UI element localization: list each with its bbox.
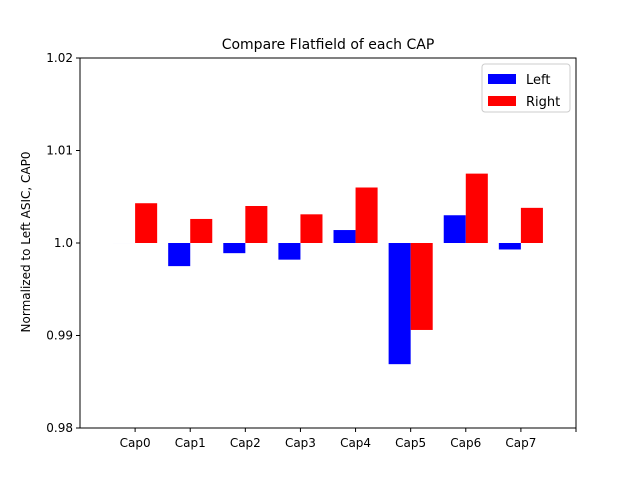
x-tick-label: Cap5 [395, 436, 426, 450]
x-tick-label: Cap7 [505, 436, 536, 450]
y-tick-label: 0.98 [46, 421, 73, 435]
bar-right-cap4 [356, 188, 378, 244]
bar-right-cap6 [466, 174, 488, 243]
y-axis-label: Normalized to Left ASIC, CAP0 [19, 152, 33, 333]
x-tick-label: Cap2 [230, 436, 261, 450]
bar-left-cap6 [444, 215, 466, 243]
legend: Left Right [482, 64, 570, 112]
legend-swatch-left [488, 74, 516, 84]
x-tick-label: Cap4 [340, 436, 371, 450]
legend-label-left: Left [526, 73, 550, 88]
y-tick-label: 1.01 [46, 144, 73, 158]
x-tick-label: Cap3 [285, 436, 316, 450]
bar-right-cap1 [190, 219, 212, 243]
y-tick-label: 0.99 [46, 329, 73, 343]
legend-label-right: Right [526, 95, 560, 110]
bar-left-cap5 [389, 243, 411, 364]
bar-right-cap5 [411, 243, 433, 330]
bar-right-cap7 [521, 208, 543, 243]
bars-group [113, 174, 543, 365]
bar-left-cap1 [168, 243, 190, 266]
y-tick-label: 1.02 [46, 51, 73, 65]
bar-left-cap3 [278, 243, 300, 260]
x-tick-label: Cap6 [450, 436, 481, 450]
x-tick-label: Cap0 [120, 436, 151, 450]
y-tick-label: 1.0 [54, 236, 73, 250]
bar-left-cap4 [334, 230, 356, 243]
bar-right-cap2 [245, 206, 267, 243]
legend-swatch-right [488, 96, 516, 106]
x-tick-label: Cap1 [175, 436, 206, 450]
bar-left-cap7 [499, 243, 521, 249]
bar-left-cap2 [223, 243, 245, 253]
bar-right-cap3 [300, 214, 322, 243]
bar-right-cap0 [135, 203, 157, 243]
chart-title: Compare Flatfield of each CAP [222, 37, 435, 53]
